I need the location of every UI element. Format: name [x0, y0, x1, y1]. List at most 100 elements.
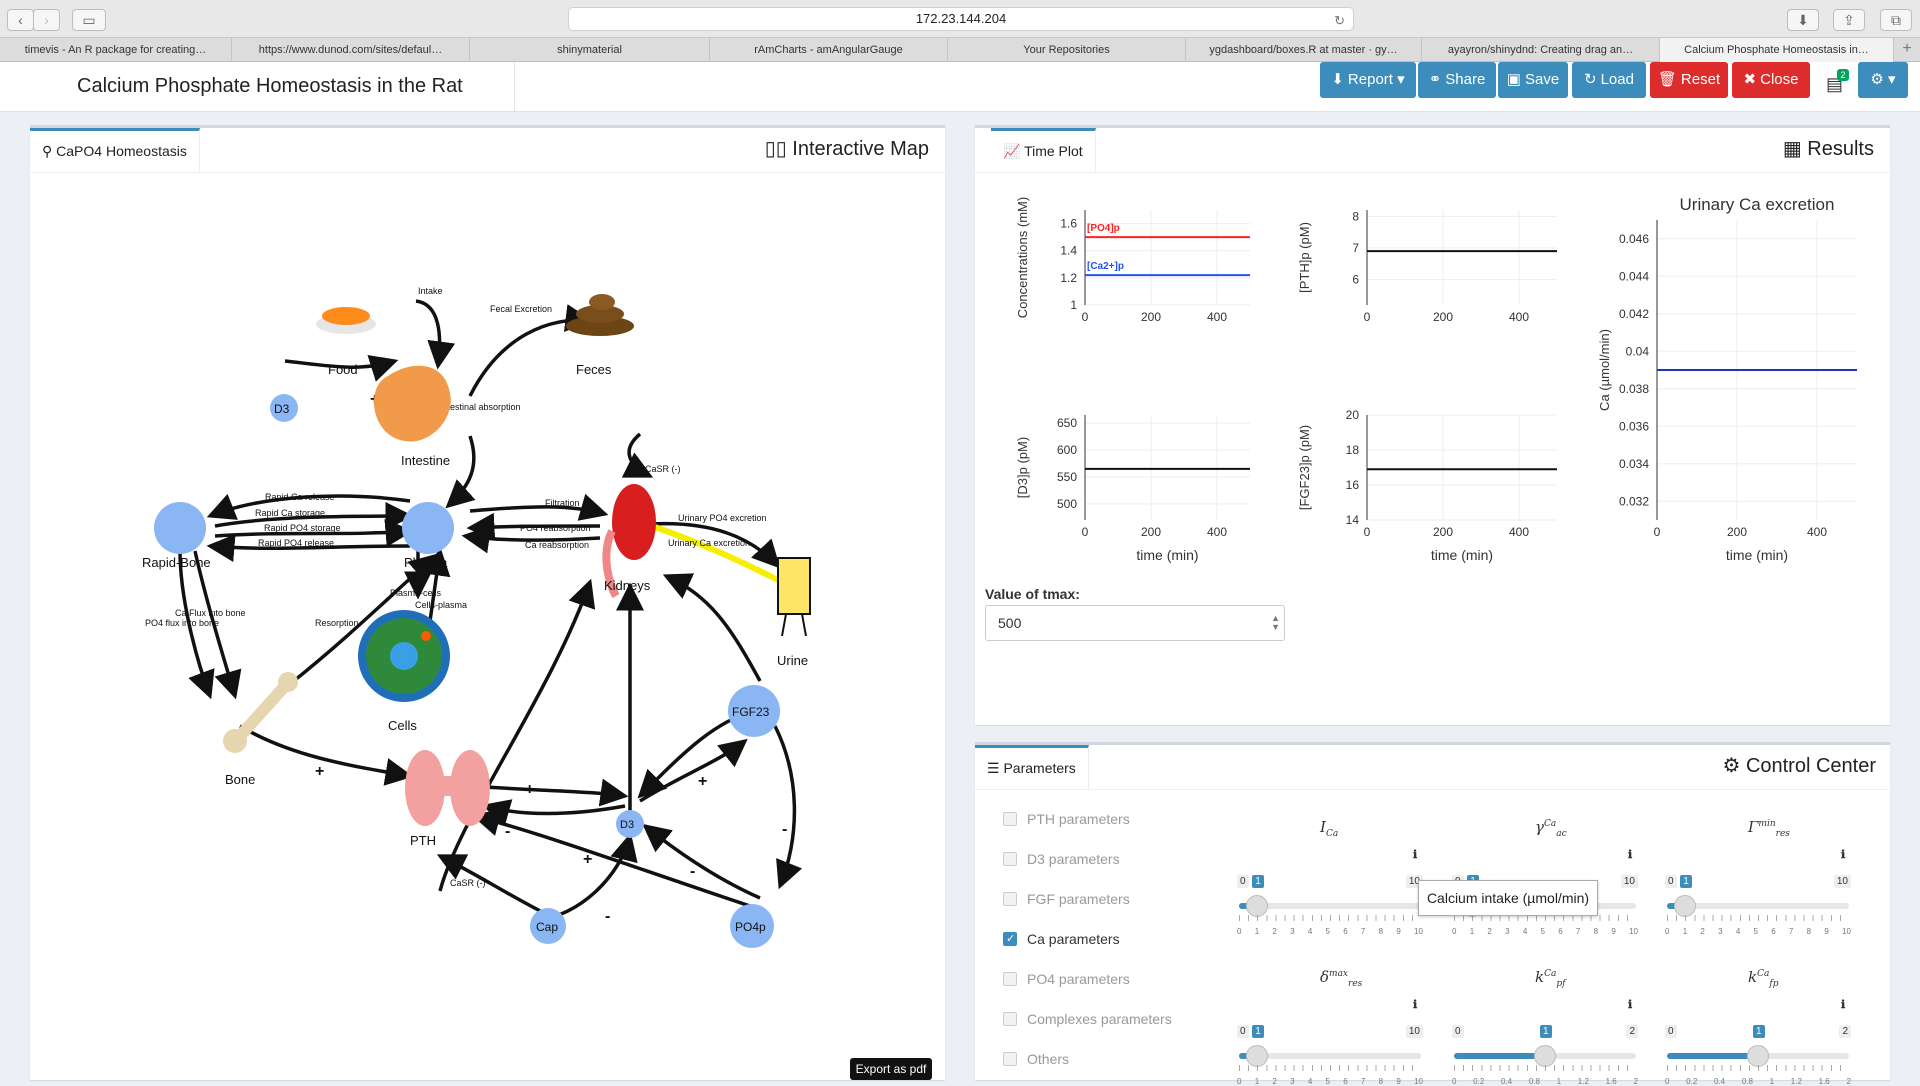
node-rapid-bone[interactable]: [154, 502, 206, 554]
slider-grid-label: 1.6: [1605, 1077, 1617, 1086]
floppy-icon: ▣: [1506, 71, 1521, 88]
spinner-icon[interactable]: ▲ ▼: [1271, 613, 1280, 632]
browser-tab[interactable]: rAmCharts - amAngularGauge: [710, 38, 948, 62]
browser-tab-active[interactable]: Calcium Phosphate Homeostasis in…: [1660, 38, 1894, 62]
download-icon[interactable]: ⬇: [1787, 9, 1819, 31]
checkbox-complexes[interactable]: [1003, 1012, 1017, 1026]
node-po4p[interactable]: [730, 904, 774, 948]
sidebar-icon[interactable]: ▭: [72, 9, 106, 31]
slider-grid-label: 6: [1343, 927, 1348, 936]
slider-grid-label: 8: [1378, 927, 1384, 936]
slider-value: 1: [1252, 875, 1264, 888]
info-icon[interactable]: ℹ: [1841, 999, 1846, 1011]
symbol-sub: ac: [1556, 829, 1567, 839]
tab-capo4-homeostasis[interactable]: ⚲ CaPO4 Homeostasis: [30, 128, 200, 172]
load-button[interactable]: ↻ Load: [1572, 62, 1646, 98]
tabs-overview-icon[interactable]: ⧉: [1880, 9, 1912, 31]
slider-track[interactable]: [1454, 1045, 1636, 1067]
y-axis-label: [D3]p (pM): [1015, 437, 1030, 498]
report-button[interactable]: ⬇ Report ▾: [1320, 62, 1416, 98]
node-cap[interactable]: [530, 908, 566, 944]
tab-time-plot[interactable]: 📈 Time Plot: [991, 128, 1096, 172]
checkbox-d3[interactable]: [1003, 852, 1017, 866]
parameter-slider[interactable]: 0 2 1 0 0.2 0.4 0.8 1 1.2 1.6 2: [1665, 1025, 1855, 1086]
checkbox-others[interactable]: [1003, 1052, 1017, 1066]
tab-parameters[interactable]: ☰ Parameters: [975, 745, 1089, 789]
checkbox-po4[interactable]: [1003, 972, 1017, 986]
slider-grid-label: 10: [1414, 1077, 1423, 1086]
slider-grid-label: 2: [1846, 1077, 1851, 1086]
slider-ticks: [1667, 915, 1849, 921]
slider-handle[interactable]: [1246, 895, 1269, 917]
slider-grid-label: 2: [1487, 927, 1492, 936]
symbol-sub: fp: [1769, 979, 1779, 989]
slider-track[interactable]: [1239, 895, 1421, 917]
panel-title: ▯▯ Interactive Map: [765, 136, 929, 161]
forward-icon[interactable]: ›: [33, 9, 60, 31]
bone-icon[interactable]: [223, 672, 298, 753]
checkbox-pth[interactable]: [1003, 812, 1017, 826]
slider-value: 1: [1753, 1025, 1765, 1038]
address-bar[interactable]: 172.23.144.204 ↻: [568, 7, 1354, 31]
tab-label: CaPO4 Homeostasis: [56, 143, 187, 159]
browser-tab[interactable]: timevis - An R package for creating…: [0, 38, 232, 62]
slider-handle[interactable]: [1674, 895, 1697, 917]
feces-icon[interactable]: [566, 294, 634, 336]
node-d3-label: D3: [620, 819, 634, 831]
info-icon[interactable]: ℹ: [1628, 999, 1633, 1011]
export-pdf-button[interactable]: Export as pdf: [850, 1058, 932, 1080]
y-tick-label: 18: [1346, 443, 1360, 457]
tmax-input[interactable]: 500 ▲ ▼: [985, 605, 1285, 641]
info-icon[interactable]: ℹ: [1841, 849, 1846, 861]
slider-handle[interactable]: [1534, 1045, 1556, 1067]
slider-track[interactable]: [1239, 1045, 1421, 1067]
slider-track[interactable]: [1667, 1045, 1849, 1067]
parameter-symbol: δmaxres: [1320, 968, 1362, 989]
settings-button[interactable]: ⚙ ▾: [1858, 62, 1908, 98]
cells-icon[interactable]: [358, 610, 450, 702]
y-tick-label: 1: [1070, 298, 1077, 312]
y-tick-label: 1.2: [1060, 271, 1077, 285]
node-d3[interactable]: [616, 810, 644, 838]
checkbox-ca[interactable]: [1003, 932, 1017, 946]
back-icon[interactable]: ‹: [7, 9, 34, 31]
browser-tab[interactable]: shinymaterial: [470, 38, 710, 62]
browser-tab[interactable]: ygdashboard/boxes.R at master · gy…: [1186, 38, 1422, 62]
stomach-icon[interactable]: [373, 365, 451, 442]
share-button[interactable]: ⚭ Share: [1418, 62, 1496, 98]
urine-icon[interactable]: [777, 557, 811, 637]
share-icon[interactable]: ⇪: [1833, 9, 1865, 31]
close-button[interactable]: ✖ Close: [1732, 62, 1810, 98]
food-icon[interactable]: [316, 307, 376, 334]
slider-grid-label: 9: [1824, 927, 1829, 936]
browser-tab[interactable]: ayayron/shinydnd: Creating drag an…: [1422, 38, 1660, 62]
save-button[interactable]: ▣ Save: [1498, 62, 1568, 98]
reset-button[interactable]: 🗑 Reset: [1650, 62, 1728, 98]
slider-track[interactable]: [1667, 895, 1849, 917]
info-icon[interactable]: ℹ: [1628, 849, 1633, 861]
checkbox-fgf[interactable]: [1003, 892, 1017, 906]
parameter-slider[interactable]: 0 2 1 0 0.2 0.4 0.8 1 1.2 1.6 2: [1452, 1025, 1642, 1086]
thyroid-icon[interactable]: [405, 750, 490, 826]
slider-grid-label: 8: [1378, 1077, 1384, 1086]
browser-tab[interactable]: https://www.dunod.com/sites/defaul…: [232, 38, 470, 62]
slider-max: 2: [1839, 1025, 1851, 1038]
node-plasma[interactable]: [402, 502, 454, 554]
kidneys-icon[interactable]: [602, 484, 656, 599]
checkbox-po4-label: PO4 parameters: [1027, 971, 1130, 987]
slider-handle[interactable]: [1246, 1045, 1269, 1067]
slider-handle[interactable]: [1747, 1045, 1769, 1067]
info-icon[interactable]: ℹ: [1413, 849, 1418, 861]
new-tab-icon[interactable]: +: [1902, 40, 1912, 57]
svg-text:Ca Flux into bone: Ca Flux into bone: [175, 608, 246, 618]
info-icon[interactable]: ℹ: [1413, 999, 1418, 1011]
reload-icon[interactable]: ↻: [1334, 13, 1345, 28]
svg-text:+: +: [698, 773, 707, 790]
node-fgf23[interactable]: [728, 685, 780, 737]
node-d3-top[interactable]: [270, 394, 298, 422]
symbol-base: I: [1320, 818, 1326, 836]
browser-tab[interactable]: Your Repositories: [948, 38, 1186, 62]
